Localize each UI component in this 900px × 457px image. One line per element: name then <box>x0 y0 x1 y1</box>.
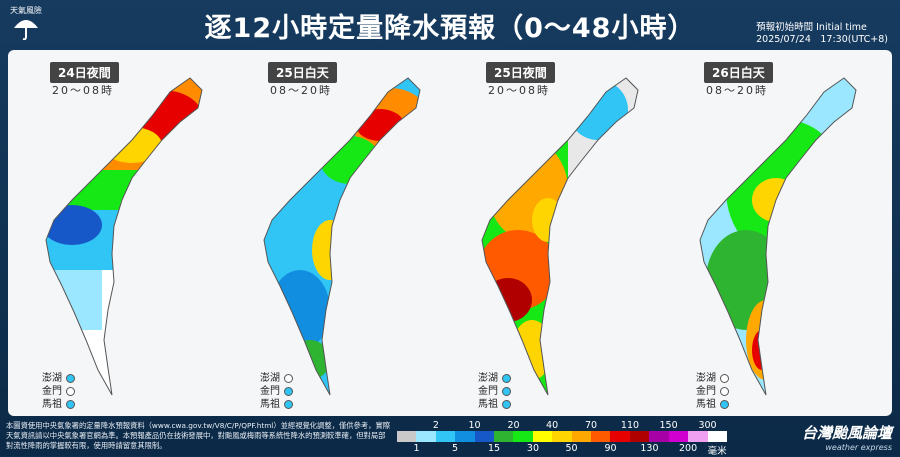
scale-color-swatch <box>571 431 592 442</box>
panel-time-range: 08～20時 <box>706 84 768 97</box>
forecast-panel-3: 25日夜間 20～08時 澎湖 金門 馬祖 <box>448 50 658 416</box>
scale-color-swatch <box>552 431 572 442</box>
scale-color-swatch <box>629 431 650 442</box>
scale-color-swatch <box>513 431 533 442</box>
scale-label: 70 <box>584 420 598 431</box>
scale-label: 110 <box>620 420 640 431</box>
scale-color-swatch <box>707 431 727 442</box>
island-name: 澎湖 <box>696 373 716 384</box>
island-rain-dot <box>502 374 511 383</box>
panel-date-label: 26日白天 <box>704 62 773 83</box>
island-rain-dot <box>66 387 75 396</box>
scale-label: 10 <box>468 420 481 431</box>
island-rain-dot <box>502 400 511 409</box>
scale-label: 50 <box>565 443 578 454</box>
scale-color-swatch <box>610 431 630 442</box>
island-name: 馬祖 <box>260 399 280 410</box>
scale-label: 30 <box>526 443 539 454</box>
scale-color-swatch <box>435 431 456 442</box>
island-name: 馬祖 <box>696 399 716 410</box>
panel-date-label: 25日夜間 <box>486 62 555 83</box>
scale-label: 300 <box>698 420 717 431</box>
scale-label: 2 <box>432 420 439 431</box>
island-name: 馬祖 <box>42 399 62 410</box>
umbrella-icon <box>14 20 38 40</box>
rainfall-color-scale: 2 10 20 40 70 110 150 300 1 5 15 30 50 9… <box>397 420 727 457</box>
init-time: 預報初始時間 Initial time 2025/07/24 17:30(UTC… <box>756 22 888 46</box>
scale-color-swatch <box>591 431 611 442</box>
scale-unit-label: 毫米 <box>707 446 727 457</box>
island-name: 金門 <box>478 386 498 397</box>
island-rain-dot <box>720 400 729 409</box>
island-name: 澎湖 <box>42 373 62 384</box>
island-rain-dot <box>720 387 729 396</box>
panel-time-range: 08～20時 <box>270 84 332 97</box>
page-title: 逐12小時定量降水預報（0～48小時） <box>204 13 696 44</box>
scale-color-swatch <box>416 431 436 442</box>
rain-map-2 <box>263 77 421 396</box>
panel-time-range: 20～08時 <box>488 84 550 97</box>
rain-map-1 <box>45 77 203 396</box>
init-time-label: 預報初始時間 Initial time <box>756 22 867 33</box>
scale-label: 130 <box>640 443 659 454</box>
scale-color-swatch <box>455 431 475 442</box>
island-rain-dot <box>66 400 75 409</box>
logo-caption: 天氣風險 <box>10 6 42 15</box>
scale-label: 150 <box>659 420 678 431</box>
forecast-panel-1: 24日夜間 20～08時 澎湖 金門 馬祖 <box>12 50 222 416</box>
brand: 台灣颱風論壇 weather express <box>742 422 892 452</box>
island-name: 馬祖 <box>478 399 498 410</box>
outlying-islands: 澎湖 金門 馬祖 <box>478 372 511 411</box>
logo: 天氣風險 <box>6 6 46 46</box>
scale-color-swatch <box>474 431 495 442</box>
scale-color-swatch <box>668 431 689 442</box>
island-rain-dot <box>284 400 293 409</box>
forecast-panel-4: 26日白天 08～20時 澎湖 金門 馬祖 <box>666 50 876 416</box>
brand-name: 台灣颱風論壇 <box>801 424 892 442</box>
panel-date-label: 25日白天 <box>268 62 337 83</box>
rain-map-3 <box>481 77 639 396</box>
island-name: 金門 <box>260 386 280 397</box>
scale-label: 90 <box>604 443 617 454</box>
island-name: 澎湖 <box>260 373 280 384</box>
scale-label: 15 <box>487 443 501 454</box>
init-time-value: 2025/07/24 17:30(UTC+8) <box>756 34 888 45</box>
rain-map-4 <box>699 77 857 396</box>
forecast-panels: 24日夜間 20～08時 澎湖 金門 馬祖 25日白天 08～20時 <box>8 50 892 416</box>
island-name: 金門 <box>42 386 62 397</box>
scale-color-swatch <box>397 431 417 442</box>
scale-label: 200 <box>678 443 698 454</box>
scale-label: 20 <box>507 420 520 431</box>
scale-color-swatch <box>649 431 669 442</box>
scale-color-swatch <box>494 431 514 442</box>
outlying-islands: 澎湖 金門 馬祖 <box>42 372 75 411</box>
scale-color-swatch <box>532 431 553 442</box>
island-name: 澎湖 <box>478 373 498 384</box>
scale-top-labels: 2 10 20 40 70 110 150 300 <box>397 420 727 431</box>
island-rain-dot <box>502 387 511 396</box>
island-rain-dot <box>284 374 293 383</box>
outlying-islands: 澎湖 金門 馬祖 <box>260 372 293 411</box>
panel-date-label: 24日夜間 <box>50 62 119 83</box>
island-rain-dot <box>720 374 729 383</box>
island-rain-dot <box>66 374 75 383</box>
scale-label: 40 <box>546 420 559 431</box>
outlying-islands: 澎湖 金門 馬祖 <box>696 372 729 411</box>
scale-label: 1 <box>413 443 420 454</box>
panel-time-range: 20～08時 <box>52 84 114 97</box>
disclaimer-text: 本圖資使用中央氣象署的定量降水預報資料（www.cwa.gov.tw/V8/C/… <box>6 421 391 450</box>
scale-color-swatch <box>688 431 708 442</box>
scale-bottom-labels: 1 5 15 30 50 90 130 200 毫米 <box>397 443 727 457</box>
forecast-panel-2: 25日白天 08～20時 澎湖 金門 馬祖 <box>230 50 440 416</box>
scale-color-bar <box>397 431 727 442</box>
scale-label: 5 <box>452 443 459 454</box>
island-rain-dot <box>284 387 293 396</box>
island-name: 金門 <box>696 386 716 397</box>
footer: 本圖資使用中央氣象署的定量降水預報資料（www.cwa.gov.tw/V8/C/… <box>0 418 900 457</box>
brand-tagline: weather express <box>825 443 892 452</box>
